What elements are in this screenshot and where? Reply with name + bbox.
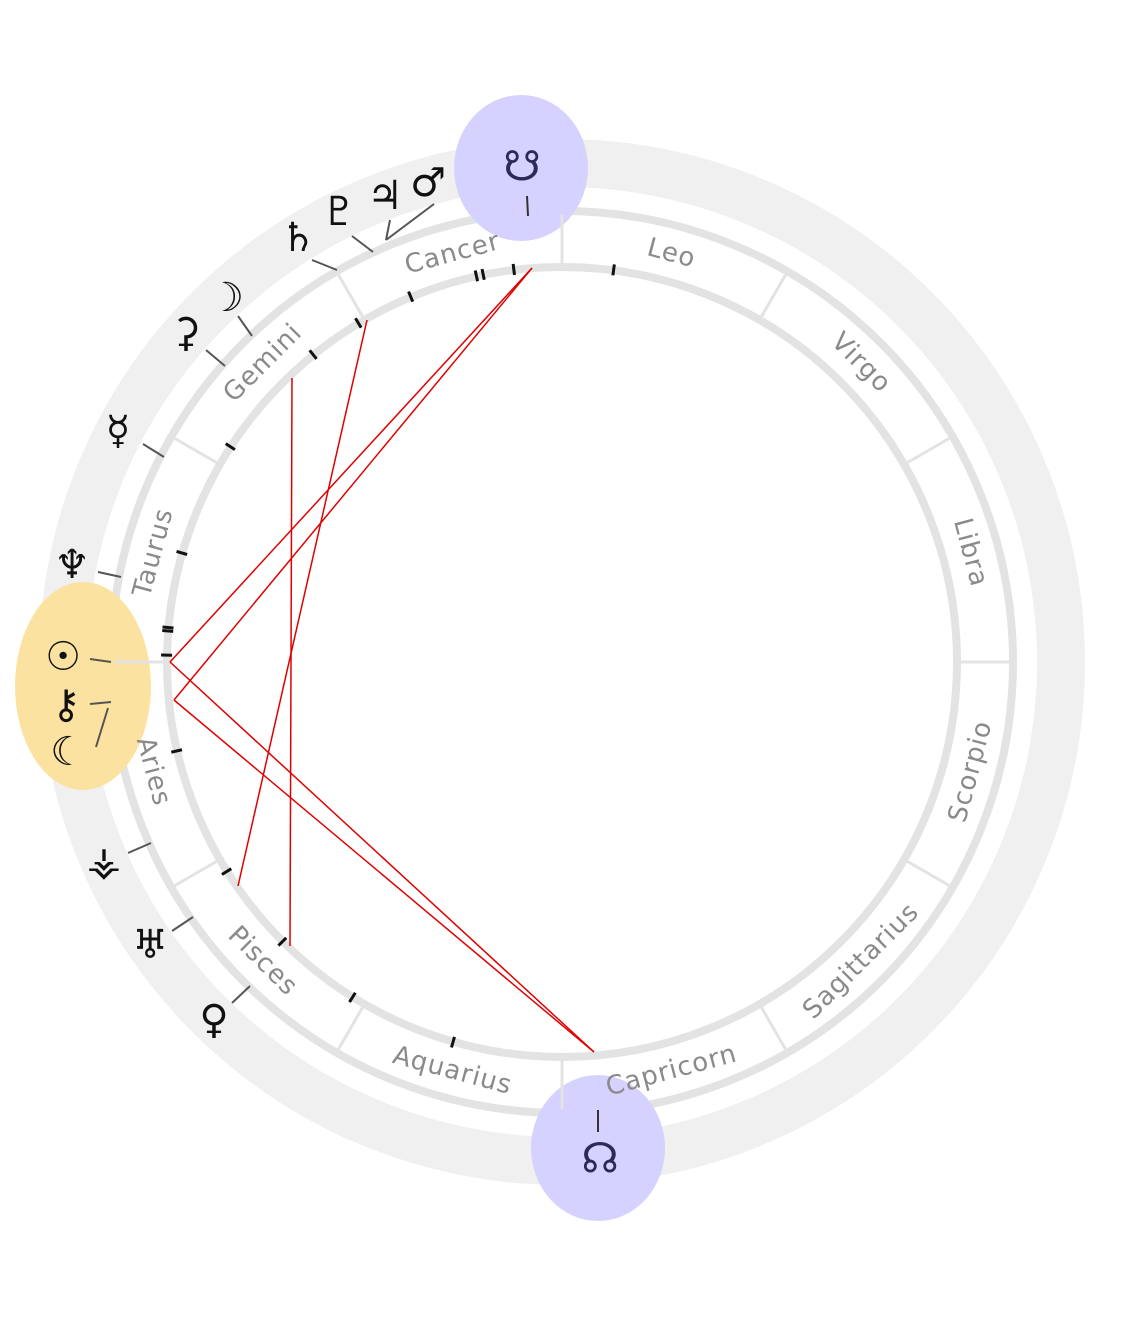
venus-leader-line: [232, 986, 250, 1003]
sign-label-aries: Aries: [130, 734, 177, 810]
degree-tick-2: [162, 631, 173, 632]
sign-divider-capricorn: [762, 1008, 786, 1050]
sign-divider-sagittarius: [908, 862, 950, 886]
sign-label-libra: Libra: [947, 515, 994, 590]
sign-label-leo: Leo: [644, 233, 699, 275]
aspect-line-3: [170, 662, 594, 1052]
saturn-glyph-icon: ♄: [280, 215, 316, 261]
north-node-glyph-icon: ☊: [581, 1134, 618, 1183]
degree-tick-12: [613, 264, 614, 275]
sign-divider-libra: [908, 439, 950, 463]
south-node-leader-line: [527, 196, 528, 216]
sign-divider-aries: [175, 862, 217, 886]
sign-divider-pisces: [339, 1008, 363, 1050]
ceres-glyph-icon: ⚳: [171, 310, 200, 356]
sign-label-pisces: Pisces: [222, 920, 304, 1002]
ceres-leader-line: [206, 350, 225, 366]
uranus-glyph-icon: ♅: [132, 922, 168, 968]
saturn-leader-line: [312, 260, 337, 270]
aspect-line-2: [174, 268, 532, 700]
zodiac-outer-circle: [111, 211, 1013, 1113]
chiron-glyph-icon: ⚷: [51, 682, 80, 728]
mercury-glyph-icon: ☿: [106, 408, 131, 454]
neptune-glyph-icon: ♆: [54, 542, 90, 588]
sign-label-virgo: Virgo: [825, 327, 897, 399]
moon-glyph-icon: ☾: [50, 729, 86, 775]
pluto-leader-line: [352, 236, 373, 252]
jupiter-glyph-icon: ♃: [367, 173, 403, 219]
sign-divider-virgo: [762, 275, 786, 317]
sun-glyph-icon: ☉: [45, 634, 81, 680]
venus-glyph-icon: ♀: [199, 997, 228, 1043]
sign-label-gemini: Gemini: [217, 317, 308, 408]
pluto-glyph-icon: ♇: [321, 189, 357, 235]
degree-tick-11: [513, 264, 514, 275]
sign-divider-gemini: [175, 439, 217, 463]
vesta-glyph-icon: ⚶: [87, 839, 121, 885]
uranus-leader-line: [172, 917, 193, 931]
aspect-line-5: [290, 378, 292, 946]
degree-tick-3: [163, 627, 174, 628]
mars-glyph-icon: ♂: [410, 160, 446, 206]
south-node-glyph-icon: ☋: [503, 142, 540, 191]
moon-2-glyph-icon: ☽: [208, 275, 244, 321]
sign-divider-cancer: [339, 275, 363, 317]
